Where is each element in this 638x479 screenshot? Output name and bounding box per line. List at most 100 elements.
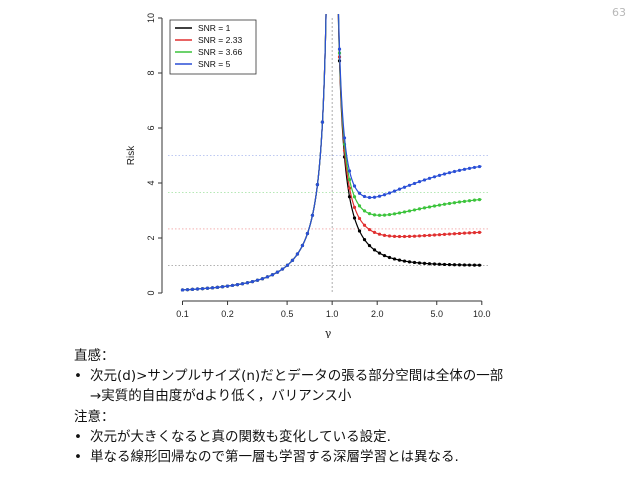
series-point bbox=[372, 248, 377, 252]
series-point bbox=[437, 233, 442, 237]
series-point bbox=[437, 173, 442, 177]
series-point bbox=[432, 175, 437, 179]
series-point bbox=[387, 234, 392, 238]
series-point bbox=[280, 267, 285, 271]
series-point bbox=[452, 169, 457, 174]
series-point bbox=[422, 234, 427, 238]
series-point bbox=[180, 288, 185, 292]
x-tick-label: 0.5 bbox=[281, 309, 294, 319]
series-point bbox=[220, 285, 225, 289]
legend-entry: SNR = 3.66 bbox=[198, 47, 242, 57]
series-point bbox=[372, 230, 377, 234]
series-line bbox=[337, 14, 482, 266]
series-point bbox=[230, 283, 235, 288]
x-tick-label: 0.1 bbox=[176, 309, 189, 319]
caution-heading: 注意： bbox=[74, 409, 115, 425]
intuition-bullet-continuation: →実質的自由度がdより低く，バリアンス小 bbox=[90, 388, 352, 404]
series-point bbox=[422, 206, 427, 210]
series-point bbox=[295, 252, 300, 256]
series-point bbox=[387, 212, 392, 217]
series-point bbox=[275, 270, 280, 274]
series-point bbox=[377, 194, 382, 198]
series-point bbox=[377, 251, 382, 255]
series-point bbox=[397, 258, 402, 262]
series-point bbox=[457, 168, 462, 172]
series-point bbox=[437, 203, 442, 207]
series-point bbox=[352, 195, 357, 199]
series-point bbox=[205, 286, 210, 290]
series-point bbox=[402, 259, 407, 263]
series-point bbox=[407, 183, 412, 187]
legend-entry: SNR = 1 bbox=[198, 23, 231, 33]
series-point bbox=[352, 216, 357, 220]
series-line bbox=[337, 14, 482, 238]
series-point bbox=[427, 233, 432, 237]
series-point bbox=[432, 262, 437, 266]
series-point bbox=[447, 232, 452, 236]
series-point bbox=[285, 263, 290, 267]
series-point bbox=[215, 285, 220, 289]
series-point bbox=[270, 273, 275, 277]
series-point bbox=[422, 178, 427, 182]
series-line bbox=[337, 14, 482, 199]
series-point bbox=[432, 204, 437, 208]
series-point bbox=[255, 278, 260, 282]
series-point bbox=[305, 231, 310, 236]
series-point bbox=[372, 195, 377, 199]
series-point bbox=[412, 208, 417, 212]
bullet-symbol: • bbox=[74, 429, 82, 445]
series-point bbox=[377, 213, 382, 217]
series-point bbox=[367, 243, 372, 248]
series-point bbox=[382, 233, 387, 237]
series-point bbox=[452, 263, 457, 267]
series-point bbox=[447, 263, 452, 267]
series-point bbox=[337, 47, 342, 51]
series-point bbox=[250, 279, 255, 284]
series-point bbox=[467, 231, 472, 235]
series-point bbox=[367, 195, 372, 200]
series-point bbox=[477, 164, 482, 169]
series-point bbox=[462, 231, 467, 235]
series-point bbox=[235, 283, 240, 287]
x-tick-label: 0.2 bbox=[221, 309, 234, 319]
series-point bbox=[382, 213, 387, 217]
intuition-bullet: • 次元(d)>サンプルサイズ(n)だとデータの張る部分空間は全体の一部 bbox=[74, 366, 503, 386]
series-point bbox=[357, 191, 362, 195]
bullet-symbol: • bbox=[74, 449, 82, 465]
series-point bbox=[402, 185, 407, 189]
series-3 bbox=[180, 14, 482, 292]
series-point bbox=[462, 263, 467, 267]
series-point bbox=[362, 209, 367, 213]
y-tick-label: 6 bbox=[146, 125, 156, 130]
risk-chart: 0 2 4 6 8 10 0.1 0.2 0.5 1.0 2.0 5.0 10.0 γ Risk SNR = … bbox=[126, 13, 491, 338]
series-point bbox=[290, 258, 295, 262]
series-point bbox=[442, 172, 447, 176]
series-point bbox=[245, 281, 250, 285]
caution-bullet-1-text: 次元が大きくなると真の関数も変化している設定. bbox=[90, 429, 391, 445]
series-point bbox=[477, 263, 482, 267]
series-point bbox=[472, 198, 477, 202]
series-point bbox=[347, 195, 352, 199]
caution-block: 注意： • 次元が大きくなると真の関数も変化している設定. • 単なる線形回帰な… bbox=[74, 407, 459, 467]
series-point bbox=[382, 193, 387, 197]
series-point bbox=[397, 211, 402, 215]
series-point bbox=[442, 262, 447, 267]
y-tick-label: 0 bbox=[146, 290, 156, 295]
series-point bbox=[185, 288, 190, 292]
series-point bbox=[265, 275, 270, 279]
series-point bbox=[472, 263, 477, 267]
series-point bbox=[422, 261, 427, 265]
series-point bbox=[240, 282, 245, 286]
series-point bbox=[392, 212, 397, 216]
series-point bbox=[407, 234, 412, 238]
series-point bbox=[397, 187, 402, 191]
series-point bbox=[477, 198, 482, 202]
series-point bbox=[377, 232, 382, 236]
caution-bullet-2-text: 単なる線形回帰なので第一層も学習する深層学習とは異なる. bbox=[90, 449, 459, 465]
series-point bbox=[457, 263, 462, 267]
series-point bbox=[190, 287, 195, 291]
series-point bbox=[357, 204, 362, 208]
series-point bbox=[362, 237, 367, 242]
series-point bbox=[357, 229, 362, 233]
series-point bbox=[200, 287, 205, 291]
